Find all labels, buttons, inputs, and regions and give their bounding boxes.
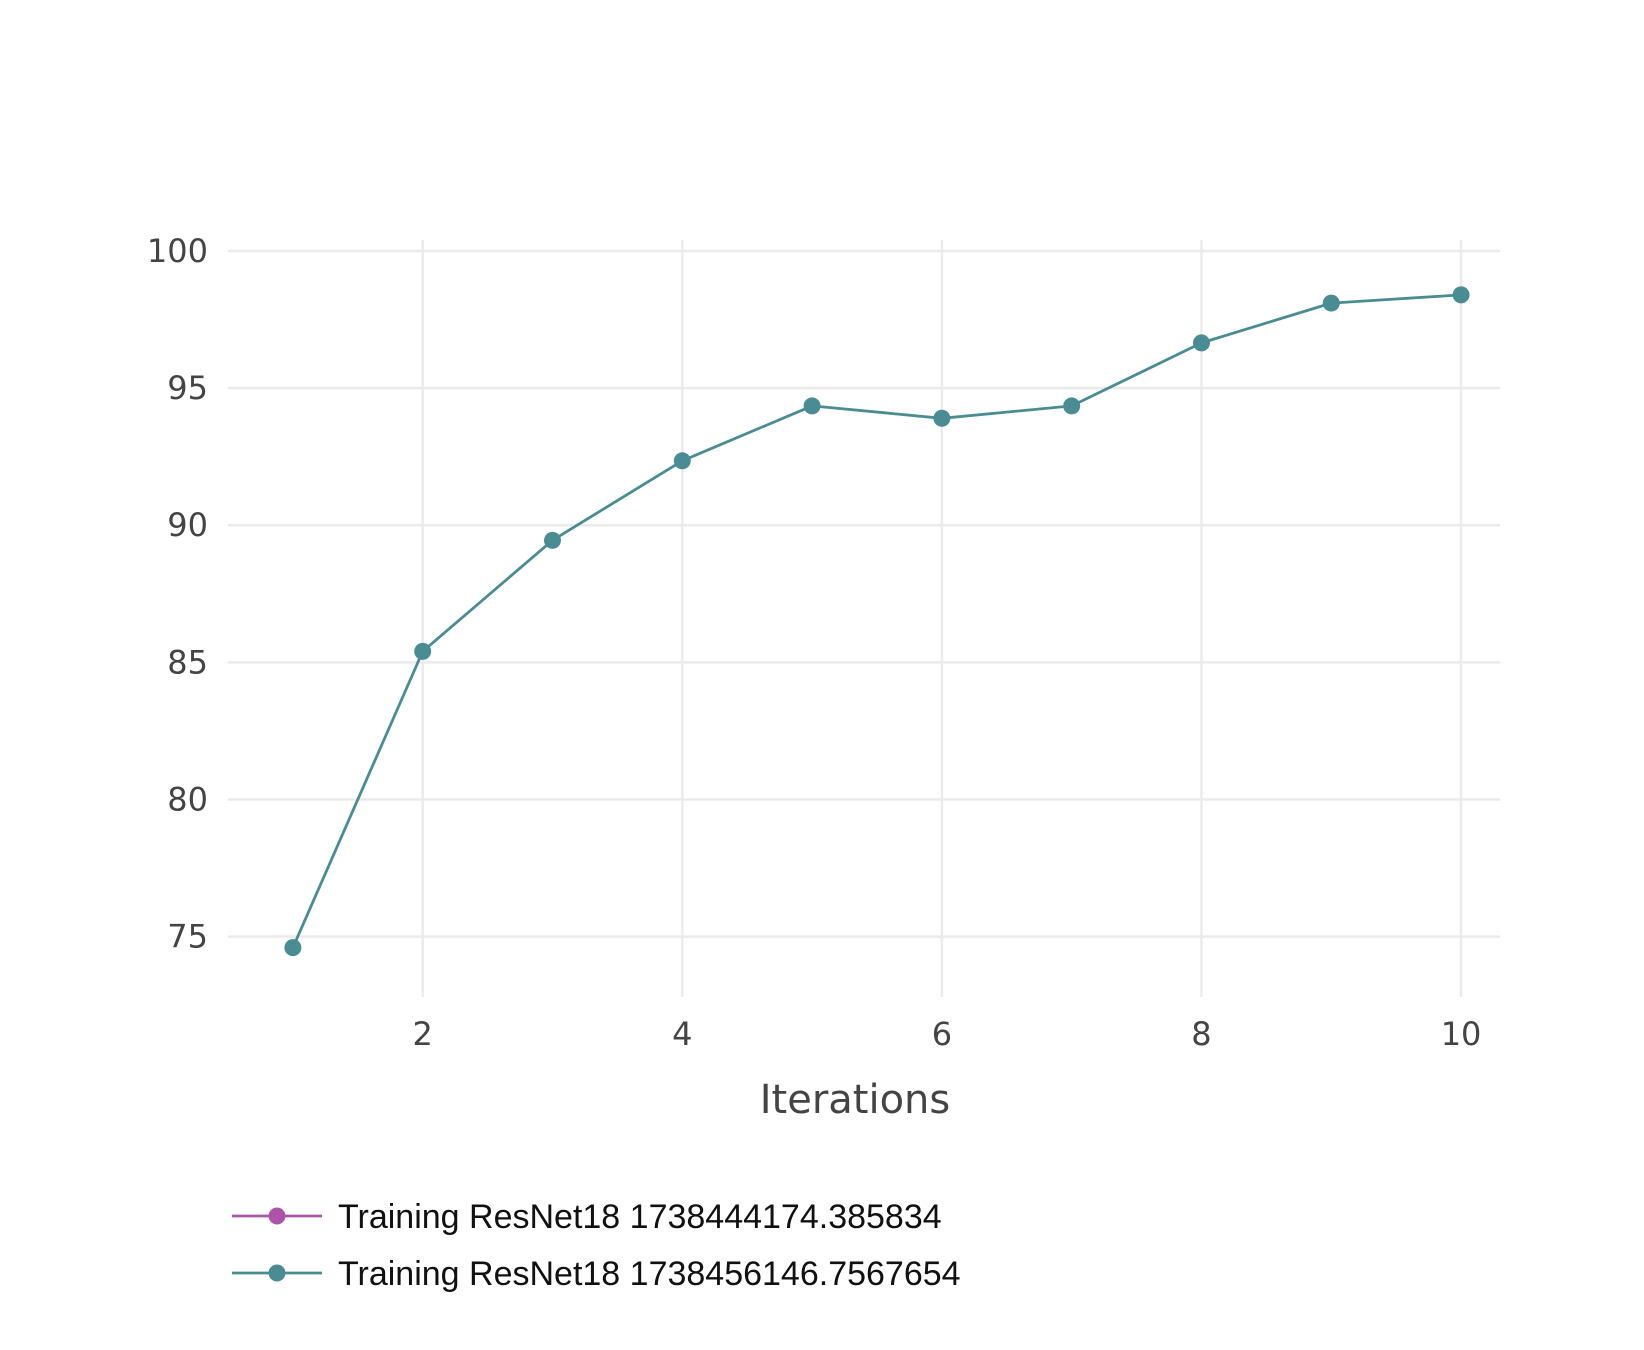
x-tick-label: 8 — [1191, 1015, 1211, 1053]
x-tick-label: 6 — [932, 1015, 952, 1053]
x-tick-label: 4 — [672, 1015, 692, 1053]
data-point — [933, 409, 951, 427]
x-tick-label: 2 — [413, 1015, 433, 1053]
y-tick-label: 100 — [147, 232, 208, 270]
data-point — [414, 642, 432, 660]
data-point — [284, 939, 302, 957]
x-tick-labels: 2 4 6 8 10 — [413, 1015, 1482, 1053]
data-point — [543, 531, 561, 549]
x-gridlines — [421, 240, 1463, 997]
y-tick-label: 90 — [167, 506, 208, 544]
data-point — [1322, 294, 1340, 312]
series-line-1 — [291, 293, 1462, 949]
legend-marker-0 — [268, 1207, 286, 1225]
series-layer — [284, 286, 1470, 957]
data-point — [1192, 334, 1210, 352]
data-point — [1063, 397, 1081, 415]
data-point — [803, 397, 821, 415]
data-point — [673, 452, 691, 470]
y-tick-label: 75 — [167, 918, 208, 956]
y-tick-label: 95 — [167, 369, 208, 407]
y-tick-label: 85 — [167, 643, 208, 681]
x-axis-title: Iterations — [760, 1077, 951, 1123]
data-point — [1452, 286, 1470, 304]
legend-label-1: Training ResNet18 1738456146.7567654 — [338, 1255, 961, 1293]
legend: Training ResNet18 1738444174.385834 Train… — [232, 1198, 961, 1293]
y-gridlines — [228, 249, 1500, 938]
legend-marker-1 — [268, 1264, 286, 1282]
y-tick-label: 80 — [167, 781, 208, 819]
legend-label-0: Training ResNet18 1738444174.385834 — [338, 1198, 942, 1236]
x-tick-label: 10 — [1441, 1015, 1482, 1053]
y-tick-labels: 75 80 85 90 95 100 — [147, 232, 208, 956]
